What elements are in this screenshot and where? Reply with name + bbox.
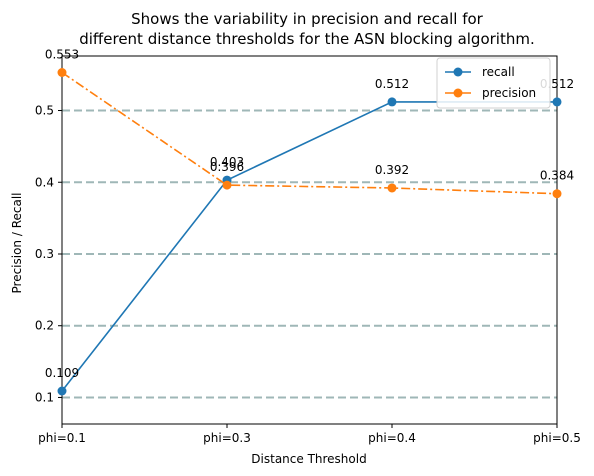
data-label-precision: 0.384 bbox=[540, 169, 574, 183]
grid-lines bbox=[62, 109, 557, 399]
y-axis-label: Precision / Recall bbox=[10, 192, 24, 293]
data-point-recall bbox=[57, 386, 67, 396]
series-line-recall bbox=[61, 101, 557, 392]
y-tick-label: 0.3 bbox=[35, 247, 54, 261]
data-label-precision: 0.553 bbox=[45, 47, 79, 61]
axes bbox=[58, 55, 558, 428]
series bbox=[57, 67, 562, 396]
data-label-precision: 0.396 bbox=[210, 160, 244, 174]
data-point-precision bbox=[57, 67, 67, 77]
chart-title-line-2: different distance thresholds for the AS… bbox=[79, 30, 535, 48]
tick-labels: 0.1 0.2 0.3 0.4 0.5 phi=0.1 phi=0.3 phi=0.4 phi=… bbox=[35, 104, 581, 445]
data-point-recall bbox=[387, 97, 397, 107]
data-point-precision bbox=[222, 180, 232, 190]
data-label-precision: 0.392 bbox=[375, 163, 409, 177]
legend-box bbox=[436, 57, 551, 109]
x-tick-label: phi=0.3 bbox=[203, 431, 251, 445]
chart-title-line-1: Shows the variability in precision and r… bbox=[131, 10, 484, 28]
series-line-precision bbox=[61, 71, 558, 195]
legend-precision-label: precision bbox=[482, 86, 536, 100]
data-point-precision bbox=[387, 183, 397, 193]
x-axis-label: Distance Threshold bbox=[251, 452, 366, 466]
legend-recall-marker bbox=[453, 67, 463, 77]
plot-frame bbox=[61, 55, 558, 425]
data-label-recall: 0.403 bbox=[210, 155, 244, 169]
y-tick-label: 0.2 bbox=[35, 319, 54, 333]
x-tick-label: phi=0.4 bbox=[368, 431, 416, 445]
data-point-recall bbox=[552, 97, 562, 107]
data-point-precision bbox=[552, 189, 562, 199]
data-label-recall: 0.512 bbox=[375, 77, 409, 91]
legend-precision-marker bbox=[453, 88, 463, 98]
y-tick-label: 0.4 bbox=[35, 175, 54, 189]
data-label-recall: 0.109 bbox=[45, 366, 79, 380]
x-tick-label: phi=0.5 bbox=[533, 431, 581, 445]
y-tick-label: 0.1 bbox=[35, 390, 54, 404]
x-tick-label: phi=0.1 bbox=[38, 431, 86, 445]
legend-recall-label: recall bbox=[482, 65, 515, 79]
y-tick-label: 0.5 bbox=[35, 104, 54, 118]
legend: recall precision bbox=[436, 57, 551, 109]
